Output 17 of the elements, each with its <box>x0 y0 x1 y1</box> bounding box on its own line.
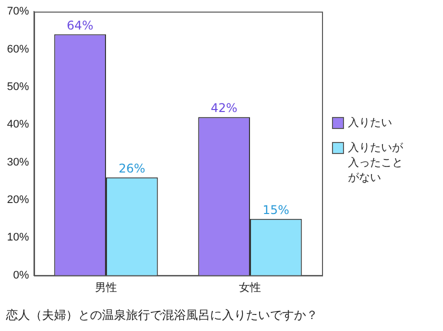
x-tick-label: 女性 <box>239 282 262 294</box>
y-tick-label: 10% <box>6 232 30 244</box>
text: 恋人（夫婦）との温泉旅行で混浴風呂に入りたいですか？ <box>5 308 318 322</box>
data-label: 64% <box>66 18 94 32</box>
y-tick-label: 50% <box>6 81 30 94</box>
y-tick-label: 30% <box>6 156 30 168</box>
y-tick-label: 60% <box>6 43 30 56</box>
y-tick-label: 40% <box>6 118 30 131</box>
y-tick-label: 20% <box>6 194 30 206</box>
data-label: 15% <box>262 202 290 217</box>
legend-label: 入りたいが入ったことがない <box>348 140 404 185</box>
data-label: 42% <box>210 101 238 116</box>
y-tick-label: 70% <box>6 6 30 18</box>
x-tick-label: 男性 <box>95 282 118 294</box>
y-tick-label: 0% <box>13 269 30 282</box>
legend-label: 入りたい <box>348 115 392 130</box>
data-label: 26% <box>118 162 146 176</box>
